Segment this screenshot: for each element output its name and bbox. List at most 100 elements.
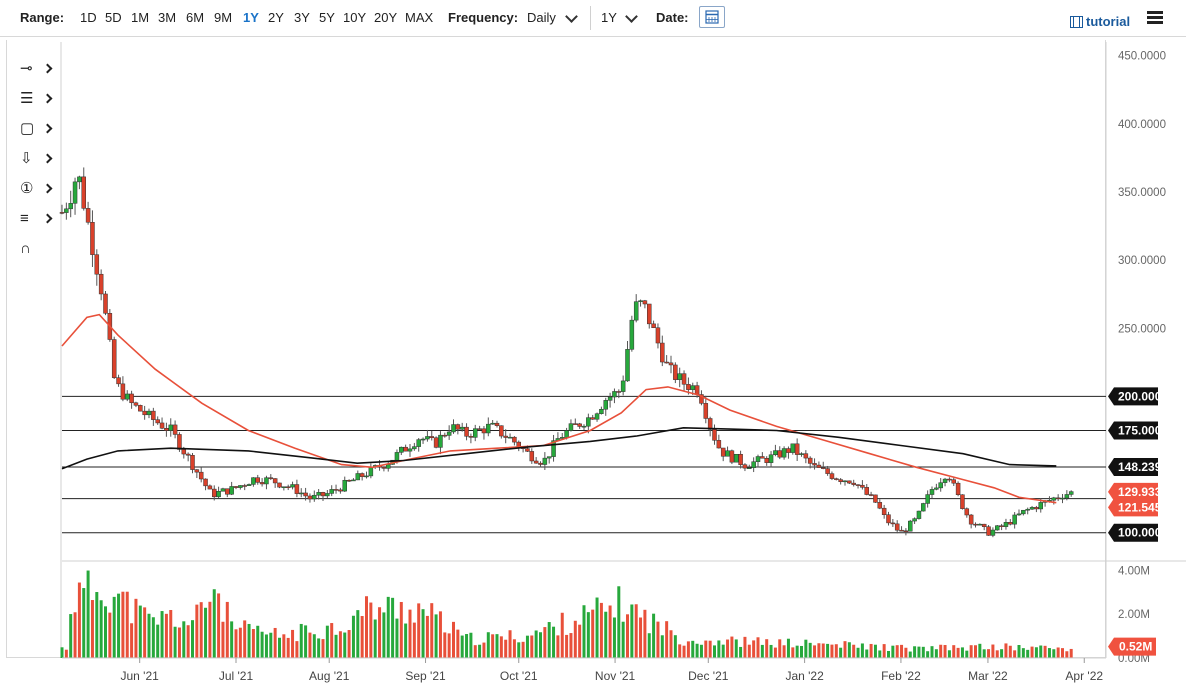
candle-body bbox=[955, 482, 961, 496]
tutorial-link[interactable]: tutorial bbox=[1086, 14, 1131, 29]
volume-bar bbox=[173, 626, 177, 658]
candle-body bbox=[694, 385, 700, 395]
candle bbox=[977, 523, 983, 526]
candle bbox=[995, 524, 1000, 531]
volume-bar bbox=[408, 609, 412, 658]
candle-body bbox=[1038, 502, 1043, 510]
volume-bar bbox=[717, 640, 721, 658]
candle-body bbox=[425, 436, 430, 440]
volume-bar bbox=[278, 637, 281, 658]
candle-body bbox=[129, 393, 134, 404]
volume-bar bbox=[177, 627, 181, 658]
candle-body bbox=[303, 492, 308, 497]
range-5d-button[interactable]: 5D bbox=[105, 10, 122, 25]
volume-bar bbox=[1021, 648, 1025, 658]
candle bbox=[351, 478, 356, 482]
candle-body bbox=[1055, 497, 1061, 500]
candle-body bbox=[934, 487, 939, 490]
volume-callout-label: 0.52M bbox=[1119, 640, 1152, 654]
level-tag bbox=[1108, 457, 1158, 476]
candle-body bbox=[203, 478, 208, 487]
candle-body bbox=[181, 449, 187, 455]
candle-body bbox=[346, 479, 352, 482]
candle bbox=[285, 484, 291, 491]
volume-bar bbox=[234, 629, 238, 658]
volume-bar bbox=[552, 626, 556, 658]
candle bbox=[633, 294, 639, 323]
candle-body bbox=[703, 403, 709, 419]
volume-bar bbox=[365, 596, 368, 658]
candle bbox=[712, 424, 717, 445]
volume-bar bbox=[539, 632, 542, 658]
candle bbox=[312, 490, 317, 502]
volume-bar bbox=[304, 625, 308, 658]
candle bbox=[146, 408, 152, 419]
range-9m-button[interactable]: 9M bbox=[214, 10, 233, 25]
candle bbox=[220, 487, 226, 492]
range-6m-button[interactable]: 6M bbox=[186, 10, 205, 25]
range-1m-button[interactable]: 1M bbox=[131, 10, 150, 25]
range-10y-button[interactable]: 10Y bbox=[343, 10, 367, 25]
candle bbox=[794, 438, 800, 461]
candle-body bbox=[964, 508, 970, 516]
candle-body bbox=[68, 203, 73, 210]
candle bbox=[568, 419, 574, 432]
range-3y-button[interactable]: 3Y bbox=[294, 10, 310, 25]
candle-body bbox=[607, 396, 613, 401]
menu-icon[interactable] bbox=[1147, 11, 1163, 25]
magnet-tool-button[interactable]: ∩ bbox=[18, 238, 54, 268]
candle-body bbox=[999, 525, 1004, 527]
drawing-tool-button[interactable]: ☰ bbox=[18, 88, 54, 118]
candle-body bbox=[281, 486, 287, 488]
measure-tool-button[interactable]: ≡ bbox=[18, 208, 54, 238]
candle bbox=[446, 425, 452, 440]
candle-body bbox=[503, 435, 508, 438]
volume-bar bbox=[565, 634, 569, 658]
volume-bar bbox=[1004, 643, 1008, 658]
candle bbox=[903, 528, 909, 536]
candle bbox=[677, 367, 682, 388]
candle bbox=[151, 407, 156, 426]
candle-body bbox=[185, 453, 191, 456]
annotation-tool-button[interactable]: ① bbox=[18, 178, 54, 208]
volume-bar bbox=[512, 639, 516, 658]
candle bbox=[773, 444, 778, 457]
shape-tool-button[interactable]: ▢ bbox=[18, 118, 54, 148]
range-max-button[interactable]: MAX bbox=[405, 10, 434, 25]
range-1d-button[interactable]: 1D bbox=[80, 10, 97, 25]
candle-body bbox=[225, 488, 230, 495]
range-20y-button[interactable]: 20Y bbox=[374, 10, 398, 25]
candle bbox=[790, 443, 796, 455]
volume-bar bbox=[621, 621, 625, 658]
candle-body bbox=[668, 362, 674, 366]
range-5y-button[interactable]: 5Y bbox=[319, 10, 335, 25]
volume-bar bbox=[956, 647, 960, 658]
volume-bar bbox=[569, 633, 573, 658]
candle-body bbox=[760, 456, 765, 459]
candle-body bbox=[394, 452, 400, 461]
film-icon[interactable] bbox=[1070, 16, 1083, 28]
period-select[interactable]: 1Y bbox=[601, 10, 617, 25]
candle bbox=[973, 522, 978, 528]
candle bbox=[111, 336, 117, 380]
candle bbox=[329, 485, 334, 497]
volume-bar bbox=[608, 605, 612, 658]
candle-body bbox=[546, 456, 552, 459]
volume-bar bbox=[656, 621, 660, 658]
calendar-icon[interactable] bbox=[699, 6, 725, 28]
range-3m-button[interactable]: 3M bbox=[158, 10, 177, 25]
candle-body bbox=[573, 423, 578, 425]
candle bbox=[490, 419, 495, 425]
crosshair-tool-button[interactable]: ⊸ bbox=[18, 58, 54, 88]
candle-body bbox=[407, 448, 413, 452]
frequency-select[interactable]: Daily bbox=[527, 10, 556, 25]
arrow-tool-button[interactable]: ⇩ bbox=[18, 148, 54, 178]
range-1y-button[interactable]: 1Y bbox=[243, 10, 259, 25]
range-2y-button[interactable]: 2Y bbox=[268, 10, 284, 25]
candle-body bbox=[138, 405, 143, 412]
volume-bar bbox=[378, 607, 382, 658]
candle bbox=[942, 477, 948, 487]
candle-body bbox=[551, 440, 556, 457]
volume-bar bbox=[856, 647, 860, 658]
